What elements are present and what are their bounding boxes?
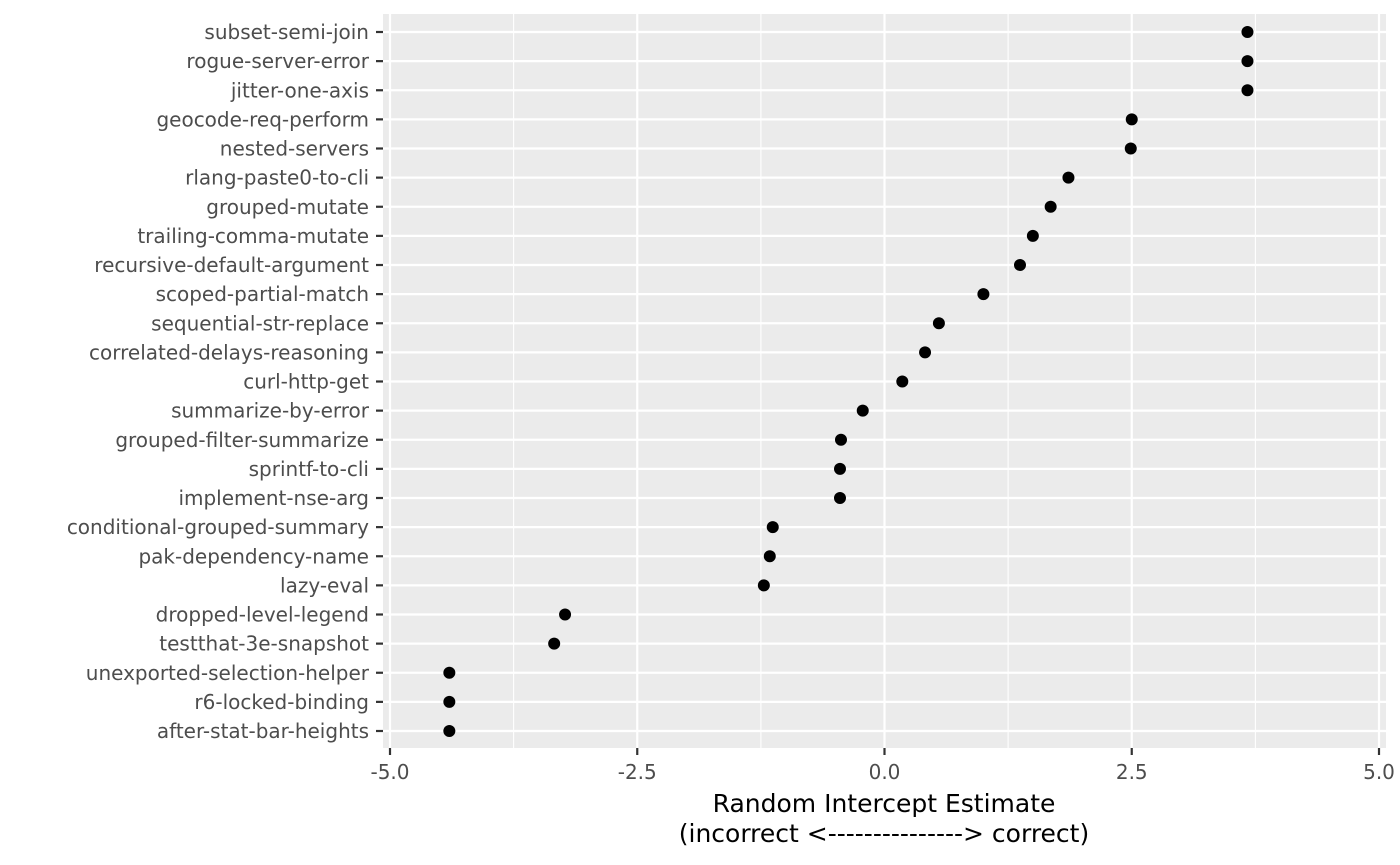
data-point — [1241, 84, 1254, 97]
y-tick-label: jitter-one-axis — [230, 78, 369, 102]
y-tick-label: summarize-by-error — [171, 399, 370, 423]
y-tick-label: trailing-comma-mutate — [137, 224, 369, 248]
data-point — [1044, 200, 1057, 213]
data-point — [1124, 142, 1137, 155]
y-tick-label: pak-dependency-name — [138, 544, 369, 568]
data-point — [548, 637, 561, 650]
data-point — [763, 550, 776, 563]
data-point — [1062, 171, 1075, 184]
y-tick-label: rogue-server-error — [186, 49, 369, 73]
data-point — [766, 521, 779, 534]
data-point — [1125, 113, 1138, 126]
y-tick-label: lazy-eval — [280, 573, 369, 597]
y-tick-label: unexported-selection-helper — [86, 661, 370, 685]
y-tick-label: rlang-paste0-to-cli — [185, 166, 369, 190]
x-tick-label: 0.0 — [869, 760, 901, 784]
data-point — [443, 695, 456, 708]
y-tick-label: sequential-str-replace — [151, 311, 369, 335]
y-tick-label: testthat-3e-snapshot — [159, 632, 369, 656]
y-tick-label: geocode-req-perform — [156, 107, 369, 131]
data-point — [833, 462, 846, 475]
y-tick-label: nested-servers — [220, 137, 369, 161]
data-point — [919, 346, 932, 359]
data-point — [932, 317, 945, 330]
data-point — [856, 404, 869, 417]
y-tick-label: after-stat-bar-heights — [157, 719, 369, 743]
data-point — [1026, 229, 1039, 242]
data-point — [896, 375, 909, 388]
y-tick-label: recursive-default-argument — [94, 253, 369, 277]
data-points — [443, 26, 1254, 737]
data-point — [757, 579, 770, 592]
x-tick-label: 5.0 — [1363, 760, 1395, 784]
gridlines — [383, 14, 1386, 748]
x-tick-label: 2.5 — [1116, 760, 1148, 784]
axes: subset-semi-join rogue-server-error jitter… — [67, 20, 1395, 784]
data-point — [1241, 26, 1254, 38]
data-point — [443, 666, 456, 679]
y-tick-label: correlated-delays-reasoning — [89, 340, 369, 364]
y-tick-label: dropped-level-legend — [156, 603, 369, 627]
data-point — [559, 608, 572, 621]
data-point — [833, 492, 846, 504]
y-tick-label: grouped-filter-summarize — [115, 428, 369, 452]
x-axis-title: Random Intercept Estimate — [713, 789, 1056, 818]
y-tick-label: implement-nse-arg — [178, 486, 369, 510]
x-tick-label: -5.0 — [370, 760, 409, 784]
data-point — [977, 288, 990, 301]
x-tick-label: -2.5 — [618, 760, 657, 784]
y-tick-label: r6-locked-binding — [194, 690, 369, 714]
y-tick-label: sprintf-to-cli — [249, 457, 369, 481]
y-tick-label: subset-semi-join — [204, 20, 369, 44]
data-point — [1013, 259, 1026, 271]
y-tick-label: grouped-mutate — [206, 195, 369, 219]
y-tick-label: curl-http-get — [243, 370, 369, 394]
y-tick-label: scoped-partial-match — [156, 282, 369, 306]
data-point — [1241, 55, 1254, 68]
data-point — [443, 725, 456, 737]
x-axis-title-line2: (incorrect <---------------> correct) — [679, 819, 1089, 848]
y-tick-label: conditional-grouped-summary — [67, 515, 369, 539]
data-point — [834, 433, 847, 446]
